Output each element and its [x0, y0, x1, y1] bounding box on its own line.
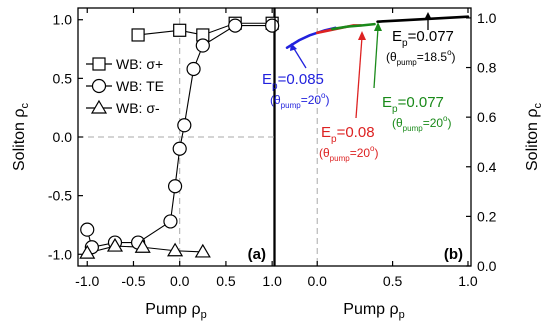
arrow-green	[373, 27, 379, 89]
panel-a-x-ticks: -1.0 -0.5 0.0 0.5 1.0	[75, 8, 282, 289]
panel-b-y-ticks: 0.0 0.2 0.4 0.6 0.8 1.0	[466, 10, 497, 274]
annotation-black-line2: (θpump=18.5o)	[386, 48, 456, 67]
panel-a-circle-point	[163, 214, 178, 229]
panel-b-y-tick-label: 0.2	[477, 208, 497, 224]
annotation-blue: Ep=0.085 (θpump=20o)	[262, 71, 330, 110]
panel-a: -1.0 -0.5 0.0 0.5 1.0 -1.0 -0.5 0.0 0.5 1.0 WB: …	[11, 7, 282, 321]
panel-a-x-axis-label-main: Pump ρ	[145, 301, 200, 318]
legend-triangle-marker	[90, 99, 108, 114]
panel-a-y-ticks: -1.0 -0.5 0.0 0.5 1.0	[48, 12, 83, 262]
panel-a-label: (a)	[248, 246, 266, 263]
panel-a-circle-point	[195, 38, 210, 53]
panel-a-x-tick-label: 1.0	[262, 273, 282, 289]
panel-b-y-axis-label: Soliton ρc	[524, 103, 544, 171]
panel-b-frame	[274, 7, 472, 267]
panel-a-y-tick-label: -1.0	[48, 246, 72, 262]
panel-b-y-tick-label: 0.6	[477, 109, 497, 125]
panel-b-annotation-arrows	[290, 12, 432, 119]
panel-b-series-line-2	[330, 22, 376, 31]
panel-a-triangle-point	[79, 244, 96, 259]
panel-a-y-tick-label: 1.0	[53, 12, 73, 28]
panel-a-y-tick-label: -0.5	[48, 188, 72, 204]
panel-a-square-point	[131, 28, 145, 42]
panel-b-y-tick-label: 0.4	[477, 159, 497, 175]
panel-a-y-tick-label: 0.5	[53, 70, 73, 86]
panel-a-y-axis-label-main: Soliton ρ	[11, 109, 28, 171]
panel-b: 0.0 0.5 1.0 0.0 0.2 0.4 0.6 0.8 1.0 Ep=0.085 (θ…	[262, 7, 544, 321]
annotation-green: Ep=0.077 (θpump=20o)	[382, 94, 452, 133]
legend-circle-marker	[91, 78, 107, 94]
panel-a-x-tick-label: 0.0	[170, 273, 190, 289]
panel-a-frame	[77, 7, 275, 267]
annotation-blue-line1: Ep=0.085	[262, 71, 324, 92]
legend-label-sigma-plus: WB: σ+	[116, 56, 163, 72]
panel-b-x-axis-label: Pump ρp	[343, 301, 404, 321]
panel-b-series-lines	[285, 15, 470, 49]
panel-a-data-marks	[79, 16, 280, 259]
legend-item-sigma-plus: WB: σ+	[86, 56, 163, 72]
panel-b-x-ticks: 0.0 0.5 1.0	[307, 8, 478, 289]
panel-a-y-axis-label-sub: c	[19, 103, 31, 109]
panel-a-legend: WB: σ+ WB: TE WB: σ-	[86, 56, 164, 116]
arrowhead-blue	[290, 43, 297, 51]
panel-b-y-axis-label-sub: c	[532, 103, 544, 109]
annotation-red-line2: (θpump=20o)	[319, 144, 379, 163]
panel-a-x-tick-label: 0.5	[216, 273, 236, 289]
panel-a-triangle-point	[194, 243, 211, 258]
arrowhead-green	[374, 22, 382, 31]
panel-b-y-axis-label-main: Soliton ρ	[524, 109, 541, 171]
legend-label-sigma-minus: WB: σ-	[116, 100, 160, 116]
panel-a-x-axis-label-sub: p	[201, 309, 207, 321]
panel-a-y-tick-label: 0.0	[53, 129, 73, 145]
annotation-red-line1: Ep=0.08	[321, 124, 375, 145]
panel-b-label: (b)	[444, 246, 463, 263]
panel-b-x-tick-label: 0.5	[383, 273, 403, 289]
annotation-green-line1: Ep=0.077	[382, 94, 444, 115]
panel-b-x-axis-label-sub: p	[399, 309, 405, 321]
panel-a-triangle-point	[106, 237, 124, 252]
panel-a-square-point	[173, 23, 187, 37]
annotation-black-line1: Ep=0.077	[392, 28, 454, 49]
panel-a-circle-point	[177, 118, 192, 133]
annotation-red: Ep=0.08 (θpump=20o)	[319, 124, 379, 163]
annotation-green-line2: (θpump=20o)	[392, 114, 452, 133]
panel-b-x-tick-label: 0.0	[307, 273, 327, 289]
panel-a-x-tick-label: -0.5	[121, 273, 145, 289]
annotation-black: Ep=0.077 (θpump=18.5o)	[386, 28, 456, 67]
panel-a-circle-point	[265, 18, 280, 33]
panel-b-x-axis-label-main: Pump ρ	[343, 301, 398, 318]
legend-square-marker	[92, 57, 106, 71]
panel-b-x-tick-label: 1.0	[458, 273, 478, 289]
panel-a-circle-point	[228, 18, 243, 33]
panel-a-x-tick-label: -1.0	[75, 273, 99, 289]
annotation-blue-line2: (θpump=20o)	[270, 91, 330, 110]
panel-b-series-line-3	[376, 15, 470, 23]
panel-b-y-tick-label: 0.8	[477, 60, 497, 76]
panel-b-y-tick-label: 0.0	[477, 258, 497, 274]
panel-a-y-axis-label: Soliton ρc	[11, 103, 31, 171]
panel-a-circle-point	[172, 141, 187, 156]
arrow-blue	[292, 46, 307, 69]
legend-item-te: WB: TE	[86, 78, 164, 94]
legend-item-sigma-minus: WB: σ-	[86, 99, 160, 116]
arrowhead-black	[424, 12, 432, 20]
panel-a-circle-point	[167, 179, 183, 194]
arrow-red	[355, 36, 363, 119]
arrowhead-red	[358, 31, 366, 40]
panel-a-x-axis-label: Pump ρp	[145, 301, 206, 321]
panel-a-triangle-point	[167, 242, 184, 257]
legend-label-te: WB: TE	[116, 78, 164, 94]
panel-b-y-tick-label: 1.0	[477, 10, 497, 26]
panel-a-triangle-point	[134, 239, 151, 253]
panel-a-circle-point	[80, 222, 95, 237]
panel-a-circle-point	[186, 61, 201, 77]
